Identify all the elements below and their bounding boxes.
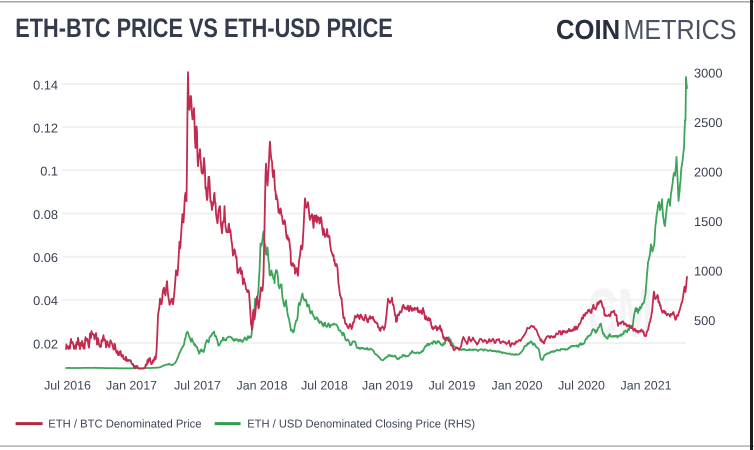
svg-text:METRICS: METRICS [624,14,737,45]
svg-text:Jan 2018: Jan 2018 [237,379,288,393]
svg-text:0.04: 0.04 [33,293,58,308]
svg-text:0.14: 0.14 [33,77,58,92]
svg-text:Jul 2016: Jul 2016 [44,379,91,393]
svg-text:Jan 2020: Jan 2020 [492,379,543,393]
svg-text:Jul 2017: Jul 2017 [174,379,221,393]
svg-text:Jul 2018: Jul 2018 [301,379,348,393]
svg-text:2500: 2500 [694,115,722,130]
svg-text:1500: 1500 [694,214,722,229]
svg-text:Jan 2021: Jan 2021 [621,379,672,393]
svg-text:Jul 2019: Jul 2019 [429,379,476,393]
svg-text:2000: 2000 [694,164,722,179]
svg-text:3000: 3000 [694,65,722,80]
svg-text:COIN: COIN [556,14,620,45]
svg-text:ETH-BTC PRICE VS ETH-USD PRICE: ETH-BTC PRICE VS ETH-USD PRICE [15,13,393,43]
svg-text:Jan 2019: Jan 2019 [362,379,413,393]
svg-text:CM: CM [587,274,653,352]
svg-text:0.06: 0.06 [33,250,58,265]
svg-text:Jan 2017: Jan 2017 [106,379,157,393]
svg-text:500: 500 [694,313,715,328]
svg-text:Jul 2020: Jul 2020 [558,379,605,393]
svg-text:1000: 1000 [694,263,722,278]
svg-text:0.12: 0.12 [33,120,58,135]
svg-text:0.1: 0.1 [40,164,58,179]
svg-text:0.02: 0.02 [33,336,58,351]
svg-text:0.08: 0.08 [33,207,58,222]
svg-text:ETH / USD Denominated Closing: ETH / USD Denominated Closing Price (RHS… [247,419,475,431]
svg-text:ETH / BTC Denominated Price: ETH / BTC Denominated Price [48,419,201,431]
